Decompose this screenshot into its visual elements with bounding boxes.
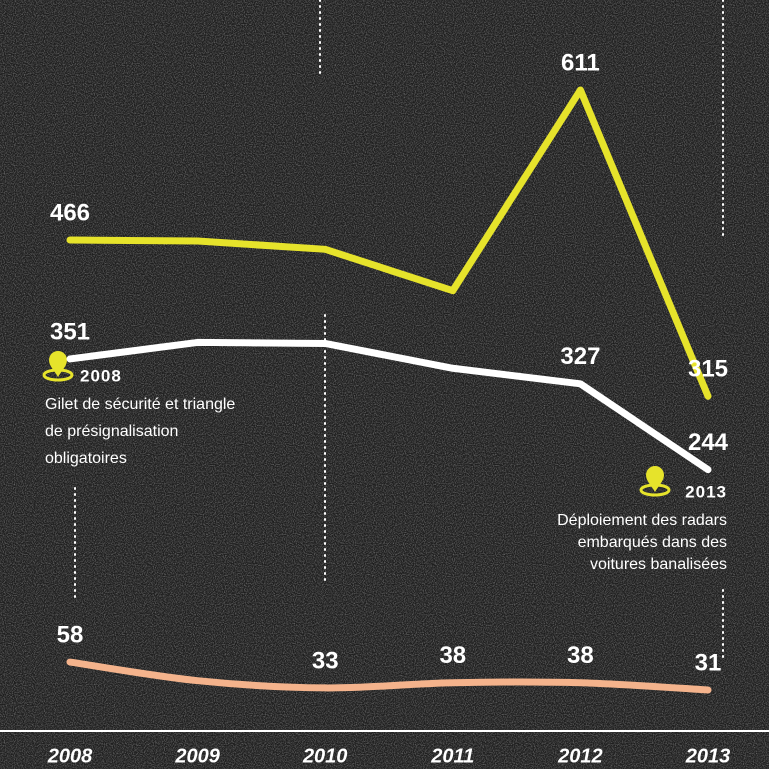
data-label: 351 xyxy=(50,318,90,345)
series-line xyxy=(66,338,712,474)
data-label: 327 xyxy=(560,343,600,370)
annotation-text: Gilet de sécurité et triangle xyxy=(45,396,235,413)
annotation-text: embarqués dans des xyxy=(578,534,727,551)
data-label: 33 xyxy=(312,647,339,674)
annotation-text: de présignalisation xyxy=(45,423,178,440)
dotted-guides xyxy=(74,0,724,661)
annotation-text: Déploiement des radars xyxy=(557,512,727,529)
x-tick-label: 2011 xyxy=(430,745,474,767)
data-label: 38 xyxy=(567,642,594,669)
annotation: 2008 Gilet de sécurité et triangle de pr… xyxy=(42,349,235,467)
series-line xyxy=(66,658,712,694)
data-label: 466 xyxy=(50,199,90,226)
data-label: 38 xyxy=(439,642,466,669)
data-label: 244 xyxy=(688,429,729,456)
series-line xyxy=(66,86,712,400)
x-tick-label: 2008 xyxy=(47,745,93,767)
annotation-year: 2013 xyxy=(685,482,727,501)
data-label: 611 xyxy=(561,49,600,76)
x-tick-label: 2009 xyxy=(174,745,220,767)
annotation: 2013 Déploiement des radars embarqués da… xyxy=(557,464,727,573)
data-label: 31 xyxy=(695,649,722,676)
x-tick-label: 2012 xyxy=(557,745,603,767)
data-label: 315 xyxy=(688,356,728,383)
annotation-text: obligatoires xyxy=(45,450,127,467)
x-tick-label: 2013 xyxy=(685,745,731,767)
data-label: 58 xyxy=(57,621,84,648)
annotation-text: voitures banalisées xyxy=(590,556,727,573)
annotation-year: 2008 xyxy=(80,366,122,385)
x-tick-label: 2010 xyxy=(302,745,348,767)
